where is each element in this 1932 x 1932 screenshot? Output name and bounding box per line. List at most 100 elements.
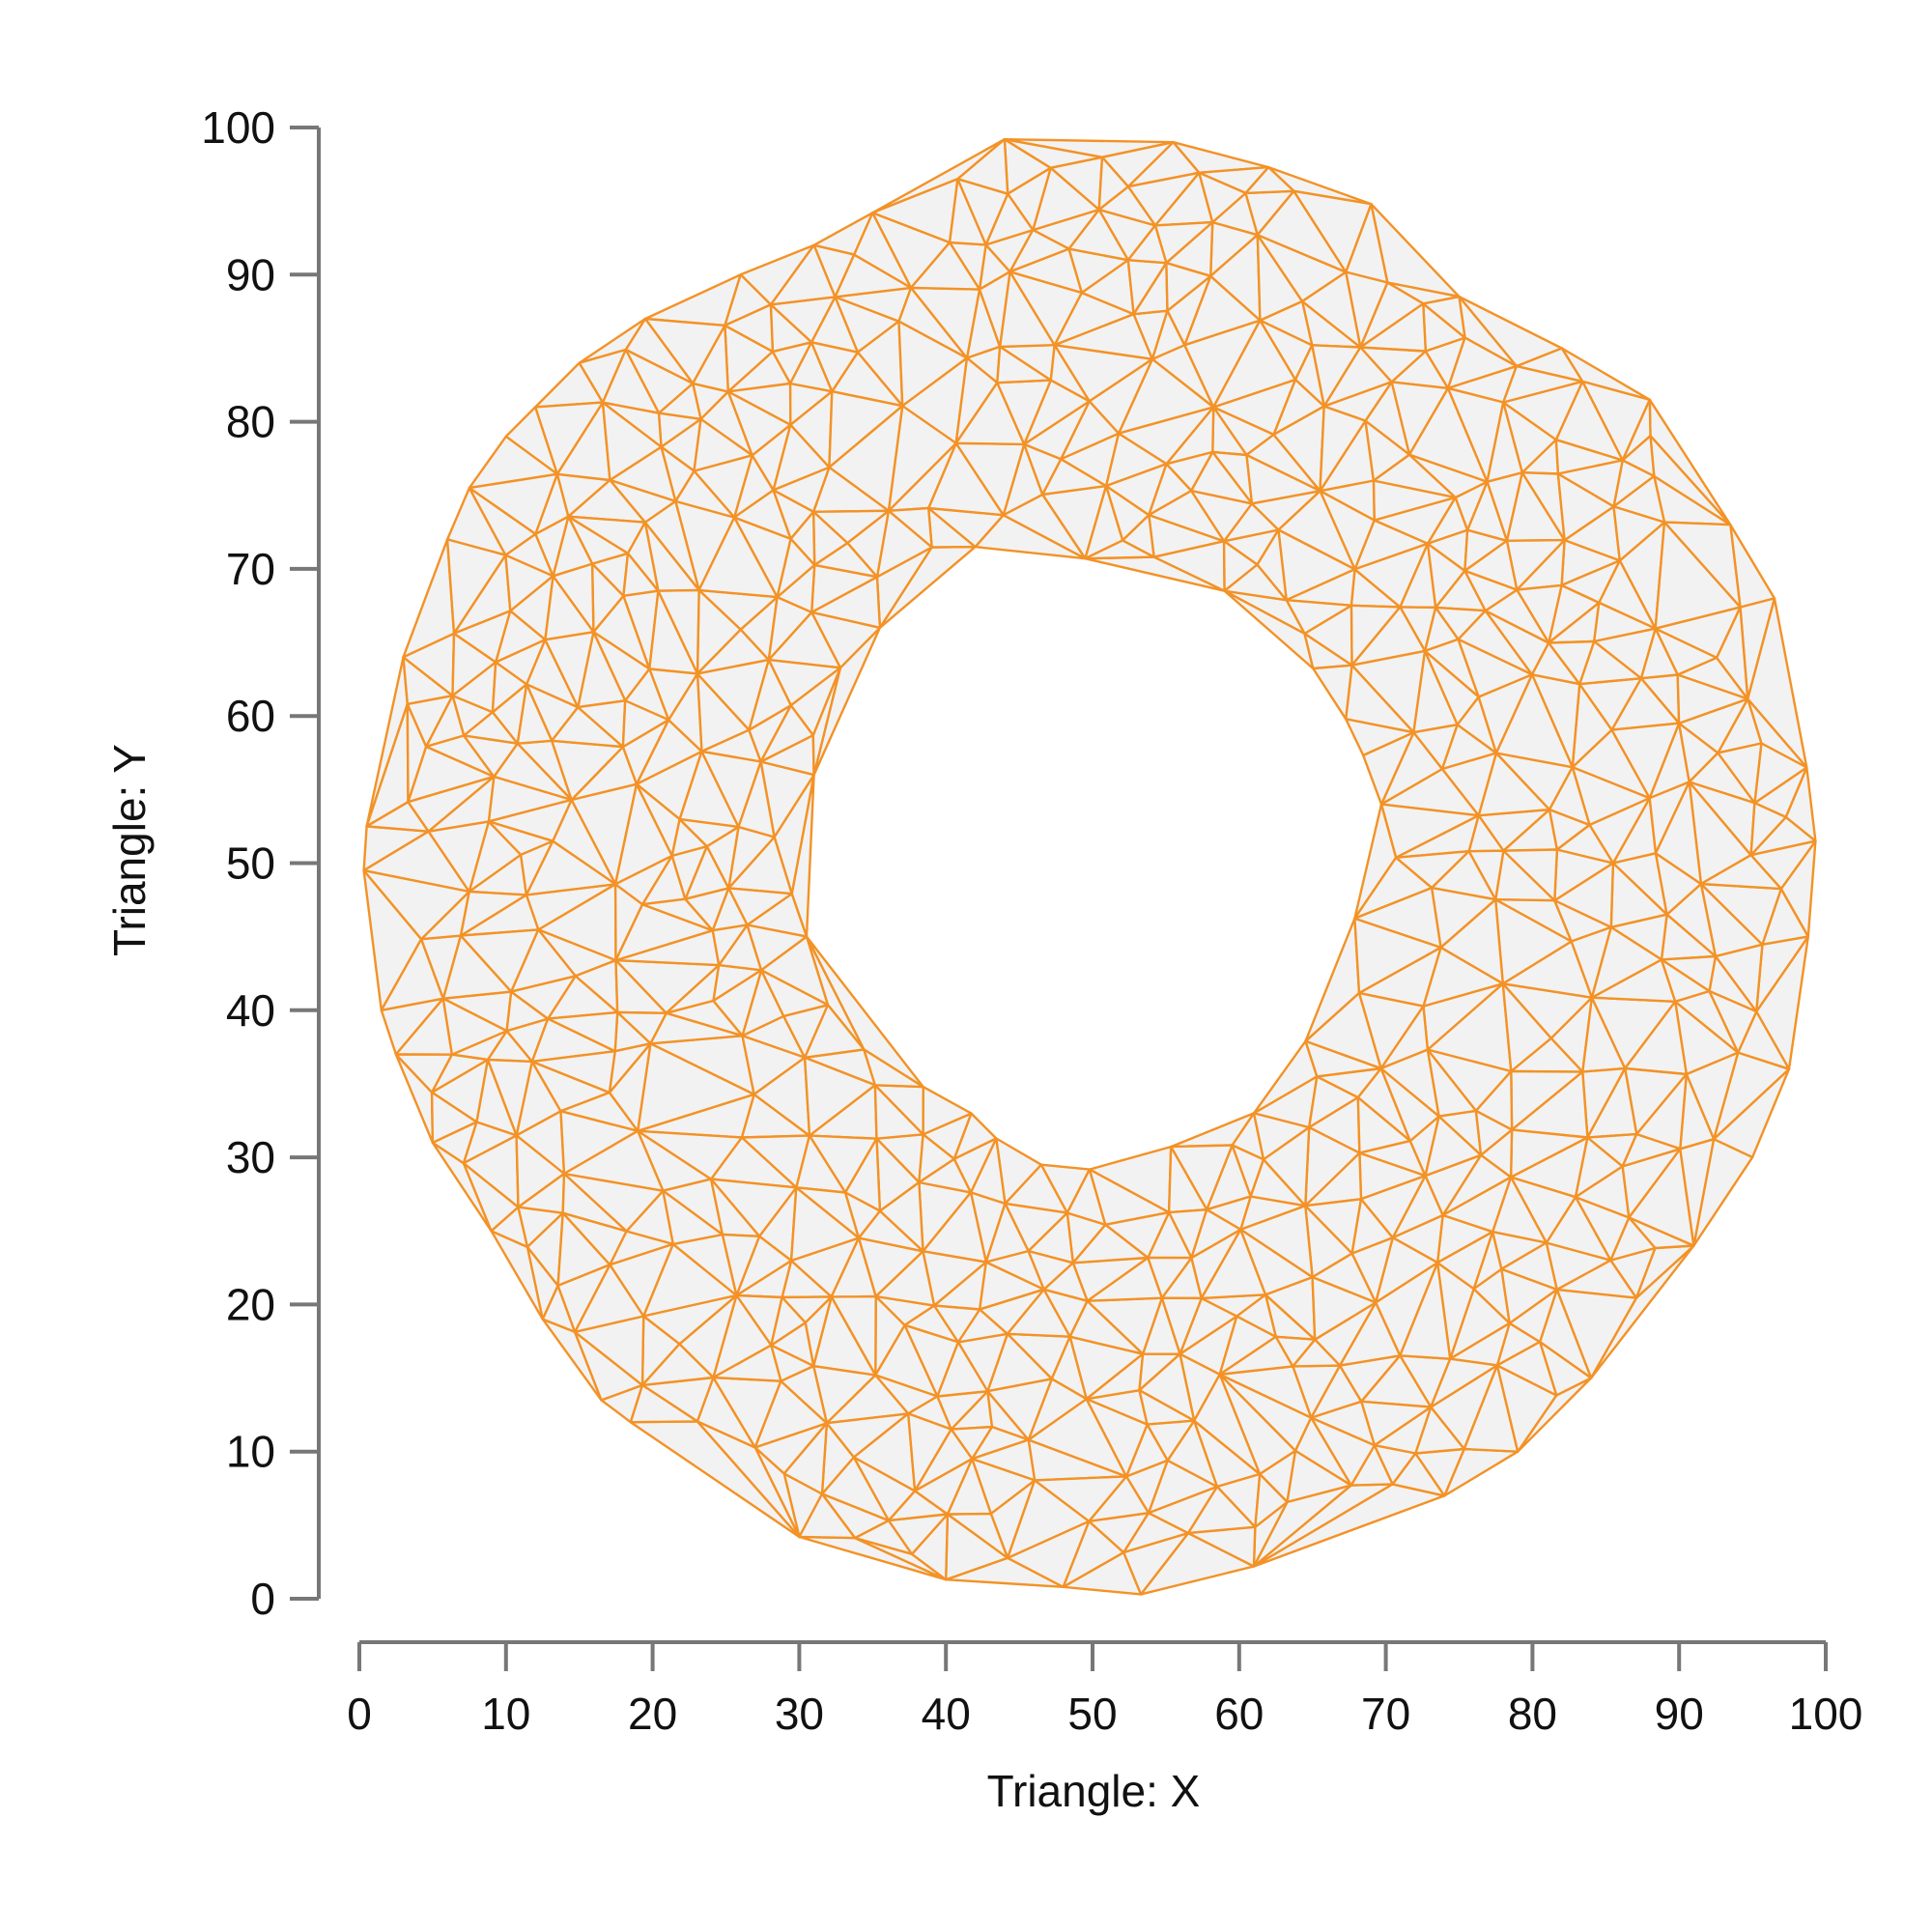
x-tick-label: 90 (1655, 1689, 1704, 1739)
triangle (601, 348, 661, 414)
triangle (1236, 1293, 1278, 1339)
triangle (1148, 463, 1193, 517)
triangle (362, 868, 470, 941)
plot-area (362, 137, 1817, 1596)
triangle (913, 1457, 974, 1516)
triangle (1165, 262, 1212, 312)
triangle (463, 734, 519, 779)
triangle (629, 1383, 699, 1424)
triangle (1500, 1241, 1558, 1292)
triangle (1477, 673, 1534, 754)
triangle (530, 1049, 616, 1094)
x-tick-label: 100 (1789, 1689, 1863, 1739)
triangle (534, 515, 570, 578)
triangle (1501, 982, 1552, 1073)
triangle (1463, 569, 1519, 612)
triangle (1717, 742, 1763, 805)
triangle (1286, 1449, 1352, 1504)
triangle (986, 1378, 1054, 1441)
triangle (1311, 1275, 1378, 1341)
x-tick-label: 0 (347, 1689, 372, 1739)
triangle (427, 775, 496, 833)
triangle (640, 1343, 715, 1387)
triangle (1612, 505, 1666, 562)
triangle (1239, 1228, 1314, 1296)
x-tick-label: 60 (1214, 1689, 1264, 1739)
x-axis-title: Triangle: X (987, 1766, 1201, 1816)
y-tick-label: 30 (226, 1132, 275, 1182)
y-tick-label: 100 (201, 102, 275, 153)
triangle (1474, 1109, 1514, 1156)
triangle (1033, 1475, 1128, 1523)
triangle (1676, 673, 1749, 724)
triangle (1312, 664, 1353, 721)
triangle (1486, 401, 1524, 483)
triangle (430, 1053, 490, 1094)
y-tick-label: 80 (226, 397, 275, 447)
triangle (918, 1133, 955, 1184)
x-tick-label: 40 (922, 1689, 971, 1739)
triangle (1708, 989, 1758, 1054)
triangle (1353, 886, 1442, 949)
triangle (1293, 189, 1373, 273)
triangle (770, 1295, 807, 1347)
triangle (1495, 1340, 1558, 1397)
y-axis: 0 10 20 30 40 50 60 70 80 90 100 (201, 102, 321, 1624)
triangle (1699, 854, 1783, 891)
triangle (1198, 171, 1247, 224)
triangle (810, 341, 860, 393)
triangle (1027, 1249, 1075, 1292)
y-tick-label: 50 (226, 838, 275, 889)
triangle (803, 1056, 877, 1137)
triangle (1262, 1125, 1311, 1208)
triangle (1189, 450, 1254, 505)
triangle (1590, 925, 1663, 999)
triangle (547, 1010, 619, 1053)
triangle (1654, 781, 1703, 886)
triangle (637, 1129, 744, 1180)
x-tick-label: 80 (1508, 1689, 1557, 1739)
triangle (1654, 606, 1742, 659)
triangle (724, 303, 775, 354)
triangle (956, 178, 1009, 246)
triangle (1426, 1048, 1478, 1118)
triangle (510, 975, 577, 1020)
y-axis-title: Triangle: Y (104, 744, 155, 956)
y-tick-label: 90 (226, 249, 275, 299)
triangle (1190, 1208, 1242, 1260)
triangle (1556, 472, 1615, 542)
triangle (1097, 156, 1130, 212)
triangle (1319, 405, 1367, 493)
triangle (692, 324, 729, 393)
triangle (737, 760, 776, 838)
x-tick-label: 50 (1067, 1689, 1117, 1739)
triangle (1009, 228, 1070, 273)
x-tick-label: 10 (481, 1689, 530, 1739)
triangle (1429, 1357, 1499, 1408)
triangle (621, 699, 670, 749)
triangle (1274, 1335, 1317, 1368)
triangle (978, 270, 1011, 349)
triangle (1502, 848, 1559, 902)
triangle (1501, 364, 1584, 404)
x-tick-label: 20 (628, 1689, 677, 1739)
triangle (1547, 639, 1596, 686)
triangle (1192, 1373, 1262, 1476)
triangle (495, 610, 547, 664)
x-tick-label: 70 (1361, 1689, 1410, 1739)
triangle (1126, 224, 1168, 265)
triangle (952, 1137, 998, 1194)
y-tick-label: 60 (226, 691, 275, 741)
triangle (843, 1191, 882, 1239)
triangle (712, 969, 763, 1037)
triangle (748, 658, 792, 731)
triangle (712, 1344, 782, 1382)
triangle (1344, 718, 1415, 757)
triangle (1085, 1397, 1149, 1478)
triangle (662, 1189, 724, 1246)
triangle (759, 969, 830, 1018)
triangle (626, 521, 660, 592)
triangle (1256, 528, 1288, 602)
triangle (863, 1048, 924, 1089)
